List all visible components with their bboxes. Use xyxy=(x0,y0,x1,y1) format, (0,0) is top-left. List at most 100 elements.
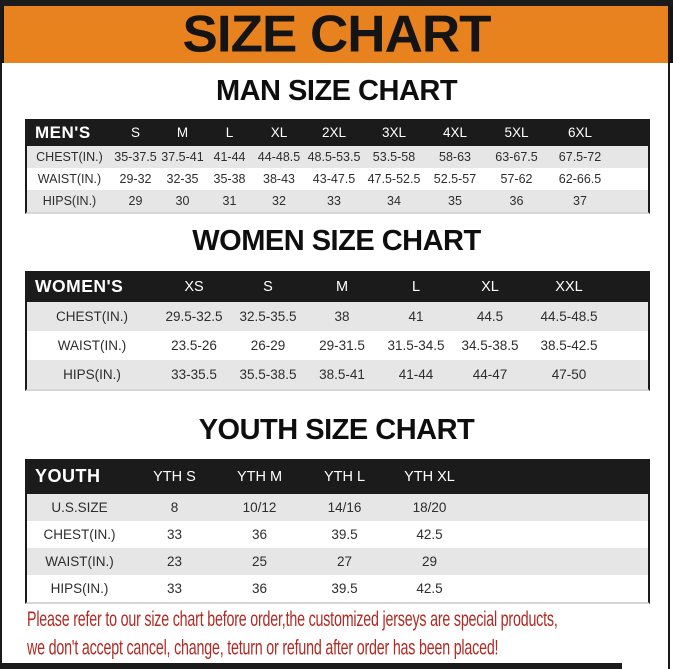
value-cell: 42.5 xyxy=(416,581,443,596)
value-cell: 10/12 xyxy=(242,500,277,515)
value-cell: 38.5-42.5 xyxy=(540,338,598,353)
page-title: SIZE CHART xyxy=(182,5,492,64)
value-cell: 23 xyxy=(166,554,183,569)
value-cell: 5XL xyxy=(504,125,529,140)
table-header-row: YOUTH YTH S YTH M YTH L YTH XL xyxy=(27,459,648,494)
value-cell: 29 xyxy=(128,194,143,208)
value-cell: XS xyxy=(184,278,204,295)
value-cell: 58-63 xyxy=(439,150,471,164)
value-cell: 29-31.5 xyxy=(319,338,365,353)
value-cell: XL xyxy=(270,125,288,140)
table-row: HIPS(IN.) 33 36 39.5 42.5 xyxy=(27,575,648,602)
youth-section-heading: YOUTH SIZE CHART xyxy=(198,414,475,446)
value-cell: 47.5-52.5 xyxy=(367,172,421,186)
value-cell: YTH S xyxy=(153,468,196,485)
value-cell: 36 xyxy=(251,527,268,542)
value-cell: 30 xyxy=(175,194,190,208)
right-edge-line xyxy=(668,0,670,669)
value-cell: 36 xyxy=(251,581,268,596)
value-cell: 4XL xyxy=(442,125,468,140)
value-cell: 29 xyxy=(421,554,438,569)
value-cell: 35-38 xyxy=(213,172,246,186)
value-cell: 38 xyxy=(334,309,350,324)
value-cell: 29-32 xyxy=(119,172,152,186)
value-cell: 6XL xyxy=(567,125,593,140)
row-label: U.S.SIZE xyxy=(51,500,108,515)
row-label: WAIST(IN.) xyxy=(37,172,102,186)
table-header-row: WOMEN'S XS S M L XL XXL xyxy=(27,271,648,302)
disclaimer-line-1: Please refer to our size chart before or… xyxy=(27,607,558,632)
value-cell: 36 xyxy=(509,194,524,208)
youth-size-table: YOUTH YTH S YTH M YTH L YTH XL U.S.SIZE 8 10/12… xyxy=(25,459,650,604)
women-size-table: WOMEN'S XS S M L XL XXL CHEST(IN.) 29.5-32.5 32.5… xyxy=(25,271,650,391)
value-cell: 52.5-57 xyxy=(433,172,477,186)
value-cell: 41-44 xyxy=(213,150,246,164)
row-label: CHEST(IN.) xyxy=(43,527,116,542)
disclaimer-text: Please refer to our size chart before or… xyxy=(27,606,673,663)
value-cell: 23.5-26 xyxy=(171,338,217,353)
value-cell: 33 xyxy=(327,194,341,208)
value-cell: 32 xyxy=(272,194,286,208)
man-size-table: MEN'S S M L XL 2XL 3XL 4XL 5XL 6XL CHEST(IN.) 35-37… xyxy=(25,119,650,214)
value-cell: 14/16 xyxy=(327,500,362,515)
row-label: YOUTH xyxy=(35,466,101,486)
value-cell: 33-35.5 xyxy=(171,367,217,382)
value-cell: 3XL xyxy=(381,125,407,140)
value-cell: L xyxy=(225,125,234,140)
value-cell: YTH L xyxy=(323,468,366,485)
value-cell: 27 xyxy=(336,554,353,569)
value-cell: XXL xyxy=(555,278,583,295)
value-cell: 41 xyxy=(408,309,424,324)
table-row: WAIST(IN.) 23 25 27 29 xyxy=(27,548,648,575)
value-cell: 53.5-58 xyxy=(372,150,416,164)
value-cell: 33 xyxy=(166,527,183,542)
value-cell: 44.5-48.5 xyxy=(540,309,598,324)
value-cell: YTH XL xyxy=(404,468,455,485)
left-edge-line xyxy=(0,0,2,669)
value-cell: 43-47.5 xyxy=(312,172,356,186)
value-cell: 18/20 xyxy=(412,500,447,515)
row-label: HIPS(IN.) xyxy=(63,367,121,382)
women-section-heading: WOMEN SIZE CHART xyxy=(192,225,481,257)
row-label: HIPS(IN.) xyxy=(42,194,97,208)
row-label: WAIST(IN.) xyxy=(57,338,127,353)
table-row: HIPS(IN.) 29 30 31 32 33 34 35 36 37 xyxy=(27,190,648,212)
value-cell: S xyxy=(130,125,140,140)
value-cell: 63-67.5 xyxy=(495,150,538,164)
value-cell: 31.5-34.5 xyxy=(387,338,445,353)
value-cell: S xyxy=(263,278,273,295)
value-cell: 42.5 xyxy=(416,527,443,542)
value-cell: XL xyxy=(481,278,499,295)
value-cell: 33 xyxy=(166,581,183,596)
row-label: HIPS(IN.) xyxy=(50,581,109,596)
table-header-row: MEN'S S M L XL 2XL 3XL 4XL 5XL 6XL xyxy=(27,119,648,146)
value-cell: 32-35 xyxy=(166,172,199,186)
value-cell: 57-62 xyxy=(500,172,533,186)
value-cell: M xyxy=(176,125,189,140)
row-label: WAIST(IN.) xyxy=(45,554,114,569)
value-cell: 25 xyxy=(251,554,268,569)
man-section-heading: MAN SIZE CHART xyxy=(215,75,458,107)
value-cell: 2XL xyxy=(321,125,347,140)
disclaimer-line-2: we don't accept cancel, change, teturn o… xyxy=(27,636,499,661)
table-row: CHEST(IN.) 35-37.5 37.5-41 41-44 44-48.5 48.5… xyxy=(27,146,648,168)
value-cell: 62-66.5 xyxy=(558,172,602,186)
top-border-bar xyxy=(0,0,673,6)
value-cell: 37 xyxy=(573,194,587,208)
value-cell: 41-44 xyxy=(398,367,434,382)
table-row: WAIST(IN.) 23.5-26 26-29 29-31.5 31.5-34.5 34… xyxy=(27,331,648,360)
value-cell: 37.5-41 xyxy=(161,150,204,164)
value-cell: 8 xyxy=(170,500,179,515)
title-banner: SIZE CHART xyxy=(0,6,673,63)
value-cell: 32.5-35.5 xyxy=(239,309,297,324)
value-cell: 44.5 xyxy=(476,309,504,324)
value-cell: 39.5 xyxy=(331,527,358,542)
value-cell: 35 xyxy=(448,194,462,208)
value-cell: 38-43 xyxy=(263,172,295,186)
value-cell: 48.5-53.5 xyxy=(307,150,361,164)
value-cell: 31 xyxy=(222,194,237,208)
table-row: U.S.SIZE 8 10/12 14/16 18/20 xyxy=(27,494,648,521)
row-label: CHEST(IN.) xyxy=(36,150,103,164)
value-cell: 29.5-32.5 xyxy=(165,309,223,324)
